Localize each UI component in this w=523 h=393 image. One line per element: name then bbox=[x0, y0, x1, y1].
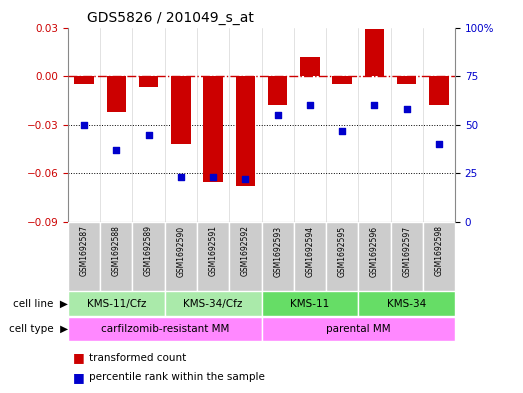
Bar bbox=[132, 222, 165, 291]
Bar bbox=[262, 317, 455, 342]
Text: parental MM: parental MM bbox=[326, 324, 391, 334]
Bar bbox=[165, 291, 262, 316]
Point bbox=[274, 112, 282, 118]
Text: KMS-34: KMS-34 bbox=[387, 299, 426, 309]
Bar bbox=[333, 76, 352, 84]
Text: percentile rank within the sample: percentile rank within the sample bbox=[89, 372, 265, 382]
Bar bbox=[68, 222, 100, 291]
Point bbox=[241, 176, 249, 182]
Point bbox=[144, 131, 153, 138]
Text: GSM1692596: GSM1692596 bbox=[370, 226, 379, 277]
Text: GSM1692593: GSM1692593 bbox=[273, 226, 282, 277]
Text: GSM1692594: GSM1692594 bbox=[305, 226, 314, 277]
Text: ■: ■ bbox=[73, 371, 85, 384]
Bar bbox=[262, 291, 358, 316]
Bar bbox=[294, 222, 326, 291]
Bar bbox=[68, 291, 165, 316]
Point bbox=[80, 121, 88, 128]
Point bbox=[370, 102, 379, 108]
Text: transformed count: transformed count bbox=[89, 353, 186, 363]
Bar bbox=[236, 76, 255, 186]
Point bbox=[403, 106, 411, 112]
Bar bbox=[197, 222, 229, 291]
Bar bbox=[397, 76, 416, 84]
Text: GSM1692597: GSM1692597 bbox=[402, 226, 411, 277]
Bar bbox=[107, 76, 126, 112]
Bar bbox=[74, 76, 94, 84]
Text: cell line  ▶: cell line ▶ bbox=[13, 299, 68, 309]
Text: GSM1692598: GSM1692598 bbox=[435, 226, 444, 277]
Text: KMS-34/Cfz: KMS-34/Cfz bbox=[184, 299, 243, 309]
Bar bbox=[358, 291, 455, 316]
Point bbox=[338, 127, 346, 134]
Point bbox=[177, 174, 185, 180]
Bar bbox=[165, 222, 197, 291]
Bar bbox=[100, 222, 132, 291]
Text: GSM1692591: GSM1692591 bbox=[209, 226, 218, 277]
Bar bbox=[358, 222, 391, 291]
Bar bbox=[300, 57, 320, 76]
Text: KMS-11: KMS-11 bbox=[290, 299, 329, 309]
Point bbox=[112, 147, 120, 153]
Text: KMS-11/Cfz: KMS-11/Cfz bbox=[87, 299, 146, 309]
Text: GSM1692590: GSM1692590 bbox=[176, 226, 185, 277]
Bar bbox=[423, 222, 455, 291]
Bar bbox=[171, 76, 190, 144]
Text: GSM1692595: GSM1692595 bbox=[338, 226, 347, 277]
Point bbox=[305, 102, 314, 108]
Text: GSM1692589: GSM1692589 bbox=[144, 226, 153, 277]
Bar bbox=[326, 222, 358, 291]
Bar bbox=[229, 222, 262, 291]
Bar bbox=[203, 76, 223, 182]
Text: GSM1692587: GSM1692587 bbox=[79, 226, 88, 277]
Text: carfilzomib-resistant MM: carfilzomib-resistant MM bbox=[100, 324, 229, 334]
Bar bbox=[268, 76, 287, 105]
Text: GDS5826 / 201049_s_at: GDS5826 / 201049_s_at bbox=[87, 11, 254, 25]
Bar bbox=[139, 76, 158, 88]
Point bbox=[209, 174, 218, 180]
Point bbox=[435, 141, 443, 147]
Text: GSM1692588: GSM1692588 bbox=[112, 226, 121, 276]
Bar bbox=[68, 317, 262, 342]
Text: cell type  ▶: cell type ▶ bbox=[9, 324, 68, 334]
Text: ■: ■ bbox=[73, 351, 85, 364]
Bar bbox=[429, 76, 449, 105]
Text: GSM1692592: GSM1692592 bbox=[241, 226, 250, 277]
Bar bbox=[365, 29, 384, 76]
Bar bbox=[262, 222, 294, 291]
Bar bbox=[391, 222, 423, 291]
